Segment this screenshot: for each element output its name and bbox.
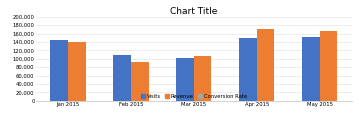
Bar [320, 31, 337, 101]
Bar [176, 58, 194, 101]
Bar [50, 40, 68, 101]
Bar [131, 62, 149, 101]
Legend: Visits, Revenue, Conversion Rate: Visits, Revenue, Conversion Rate [141, 94, 247, 99]
Bar [113, 55, 131, 101]
Title: Chart Title: Chart Title [170, 7, 218, 16]
Bar [302, 37, 320, 101]
Bar [239, 38, 257, 101]
Bar [68, 42, 85, 101]
Bar [194, 56, 211, 101]
Bar [257, 29, 275, 101]
